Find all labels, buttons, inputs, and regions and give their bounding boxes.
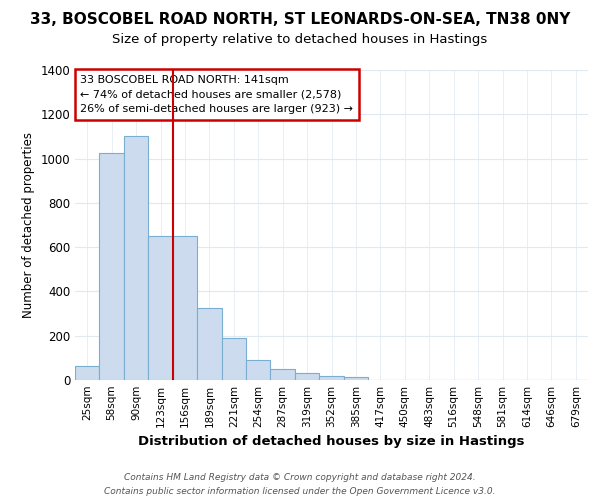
Bar — [100, 153, 124, 380]
Bar — [221, 338, 246, 380]
Bar — [344, 378, 368, 380]
Text: 33 BOSCOBEL ROAD NORTH: 141sqm
← 74% of detached houses are smaller (2,578)
26% : 33 BOSCOBEL ROAD NORTH: 141sqm ← 74% of … — [80, 74, 353, 114]
Y-axis label: Number of detached properties: Number of detached properties — [22, 132, 35, 318]
Text: Size of property relative to detached houses in Hastings: Size of property relative to detached ho… — [112, 32, 488, 46]
Bar — [173, 236, 197, 380]
Bar — [75, 366, 100, 380]
Text: Contains public sector information licensed under the Open Government Licence v3: Contains public sector information licen… — [104, 488, 496, 496]
Bar — [271, 370, 295, 380]
X-axis label: Distribution of detached houses by size in Hastings: Distribution of detached houses by size … — [138, 436, 525, 448]
Text: Contains HM Land Registry data © Crown copyright and database right 2024.: Contains HM Land Registry data © Crown c… — [124, 472, 476, 482]
Bar — [124, 136, 148, 380]
Text: 33, BOSCOBEL ROAD NORTH, ST LEONARDS-ON-SEA, TN38 0NY: 33, BOSCOBEL ROAD NORTH, ST LEONARDS-ON-… — [30, 12, 570, 28]
Bar — [246, 360, 271, 380]
Bar — [197, 308, 221, 380]
Bar — [148, 236, 173, 380]
Bar — [319, 376, 344, 380]
Bar — [295, 374, 319, 380]
